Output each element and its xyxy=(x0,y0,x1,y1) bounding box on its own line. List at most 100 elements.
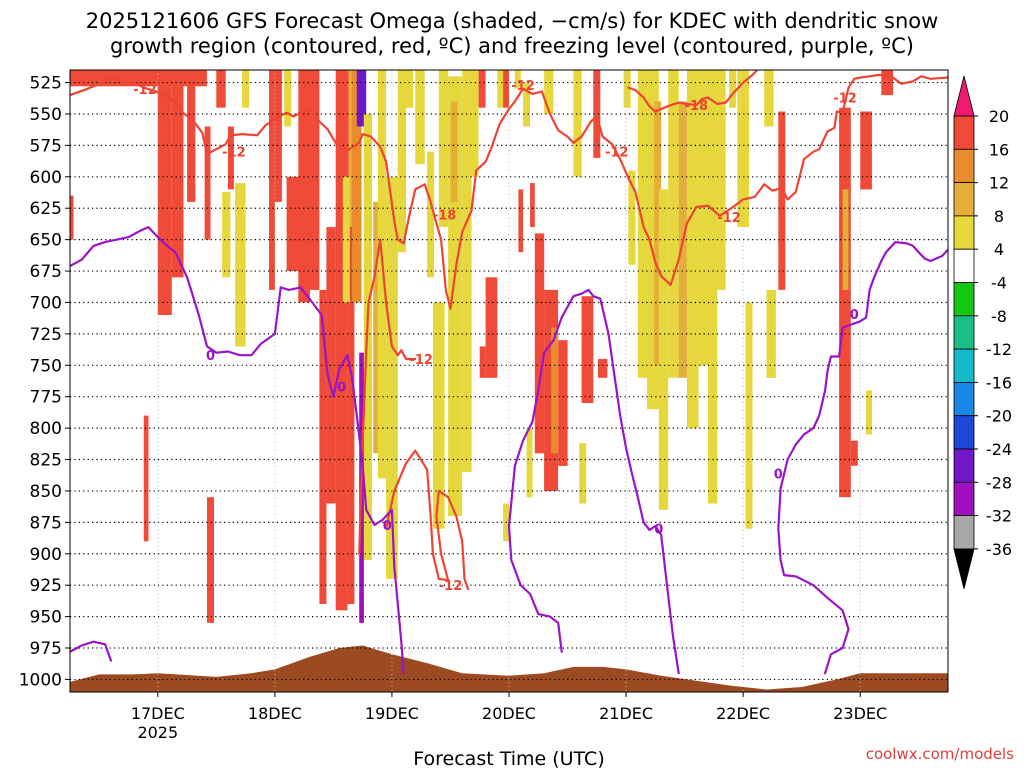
grid-lines xyxy=(70,70,948,692)
snow-growth-label: -12 xyxy=(511,79,535,94)
freezing-level-label: 0 xyxy=(206,349,215,364)
x-tick-label: 21DEC xyxy=(599,704,653,723)
freezing-level-label: 0 xyxy=(337,381,346,396)
omega-band xyxy=(70,195,74,240)
omega-band xyxy=(361,70,367,127)
omega-band xyxy=(427,151,435,278)
omega-band xyxy=(319,289,327,604)
omega-band xyxy=(860,111,872,190)
colorbar-swatch xyxy=(953,148,975,184)
colorbar-label: -24 xyxy=(986,440,1012,459)
omega-band xyxy=(143,415,149,542)
x-axis-label: Forecast Time (UTC) xyxy=(413,748,604,768)
omega-band xyxy=(717,70,726,290)
omega-band xyxy=(347,70,355,604)
omega-band xyxy=(286,176,301,271)
snow-growth-label: -12 xyxy=(833,92,857,107)
omega-band xyxy=(850,440,858,466)
omega-band xyxy=(450,101,458,202)
omega-band xyxy=(579,443,587,504)
colorbar-swatch xyxy=(953,348,975,383)
y-tick-label: 975 xyxy=(30,639,62,659)
omega-band xyxy=(397,70,406,253)
contour-snow-growth-minus12-spike xyxy=(358,238,417,555)
omega-band xyxy=(274,70,282,202)
contour-labels: -12 -12 -18 -12 -12 -12 -12 -18 -12 -12 0 0 0 0 0 0 xyxy=(133,79,859,594)
colorbar-swatch xyxy=(953,215,975,250)
y-tick-label: 550 xyxy=(30,105,62,125)
y-tick-label: 725 xyxy=(30,325,62,345)
terrain-surface xyxy=(70,645,948,692)
omega-band xyxy=(479,346,486,378)
omega-band xyxy=(485,277,498,378)
omega-band xyxy=(764,70,774,127)
omega-band xyxy=(207,497,214,623)
x-tick-label: 22DEC xyxy=(716,704,770,723)
omega-band xyxy=(526,428,533,498)
omega-band xyxy=(373,201,378,454)
freezing-level-label: 0 xyxy=(850,308,859,323)
omega-band xyxy=(70,70,79,80)
y-tick-label: 675 xyxy=(30,262,62,282)
colorbar-swatch xyxy=(953,448,975,483)
omega-band xyxy=(514,70,521,89)
y-tick-label: 800 xyxy=(30,419,62,439)
omega-band xyxy=(628,170,636,265)
y-tick-label: 875 xyxy=(30,513,62,533)
colorbar-swatch xyxy=(953,182,975,217)
omega-band xyxy=(518,189,524,253)
colorbar-label: -20 xyxy=(986,407,1012,426)
omega-band xyxy=(335,70,348,611)
y-tick-label: 850 xyxy=(30,482,62,502)
omega-band xyxy=(471,70,479,177)
colorbar-swatch xyxy=(953,481,975,516)
colorbar-label: -4 xyxy=(991,274,1007,293)
colorbar-label: -36 xyxy=(986,540,1012,559)
snow-growth-label: -18 xyxy=(685,99,709,114)
omega-band xyxy=(298,70,310,303)
contour-freezing-level-left xyxy=(70,226,405,675)
colorbar-label: -32 xyxy=(986,507,1012,526)
omega-band xyxy=(534,233,545,454)
omega-band xyxy=(523,82,530,127)
y-tick-label: 950 xyxy=(30,608,62,628)
omega-band xyxy=(598,359,608,378)
omega-band xyxy=(593,70,601,158)
omega-band xyxy=(187,70,196,202)
snow-growth-label: -12 xyxy=(133,83,157,98)
snow-growth-label: -12 xyxy=(439,579,463,594)
x-tick-label: 20DEC xyxy=(482,704,536,723)
omega-band xyxy=(698,70,708,366)
omega-band xyxy=(171,70,184,278)
omega-band xyxy=(551,327,559,454)
y-tick-label: 625 xyxy=(30,199,62,219)
omega-band xyxy=(432,302,445,529)
omega-band xyxy=(544,70,554,114)
omega-band xyxy=(216,70,226,108)
x-tick-label: 19DEC xyxy=(365,704,419,723)
omega-band xyxy=(310,70,320,290)
omega-band xyxy=(228,126,234,190)
y-tick-label: 600 xyxy=(30,168,62,188)
colorbar-swatch xyxy=(953,415,975,450)
colorbar-label: 16 xyxy=(989,140,1009,159)
terrain-layer xyxy=(70,645,948,692)
omega-band xyxy=(668,70,679,378)
y-tick-label: 700 xyxy=(30,294,62,314)
omega-band xyxy=(530,183,535,228)
omega-band xyxy=(478,70,486,108)
colorbar-swatch xyxy=(953,248,975,283)
colorbar-label: -16 xyxy=(986,373,1012,392)
x-tick-year: 2025 xyxy=(137,723,178,742)
colorbar-label: -28 xyxy=(986,473,1012,492)
colorbar-swatch xyxy=(953,315,975,350)
omega-band xyxy=(497,70,504,108)
snow-growth-label: -12 xyxy=(222,146,246,161)
freezing-level-label: 0 xyxy=(774,467,783,482)
contour-snow-growth-minus12-lower xyxy=(385,449,470,591)
colorbar-swatch xyxy=(953,115,975,150)
omega-band xyxy=(881,70,893,96)
colorbar-legend: 20 16 12 8 4 -4 -8 -12 -16 -20 -24 -28 -32 -36 xyxy=(953,75,1012,589)
credit-link[interactable]: coolwx.com/models xyxy=(866,745,1014,763)
